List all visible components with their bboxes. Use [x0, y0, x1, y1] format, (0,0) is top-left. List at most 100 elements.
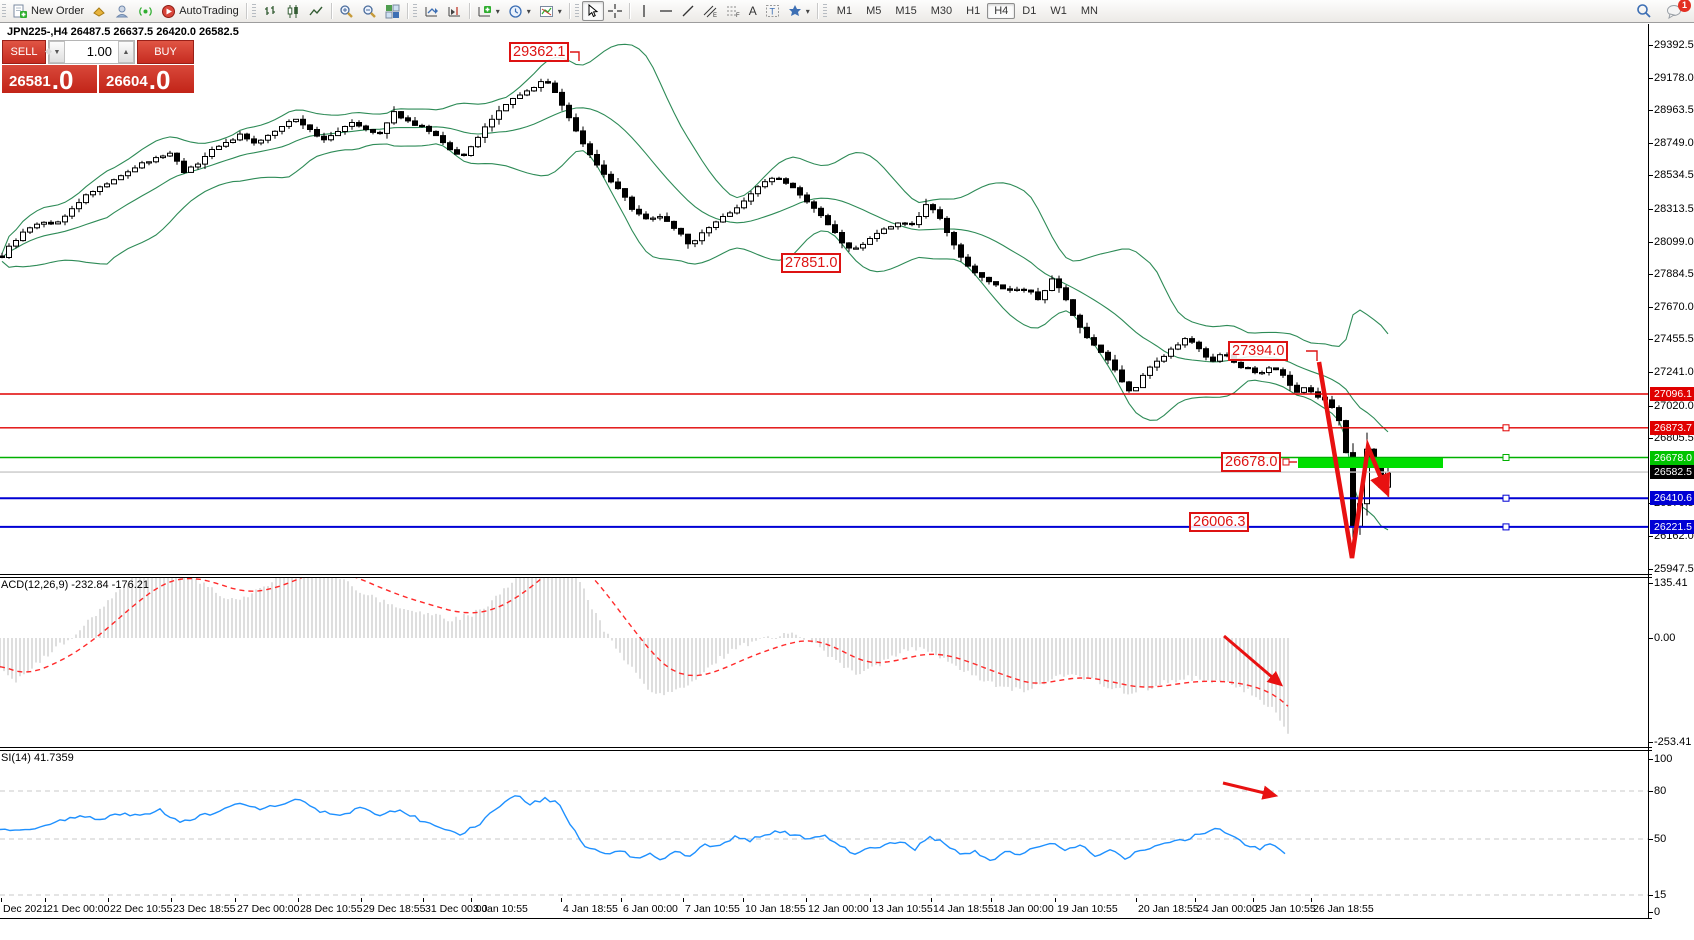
label-tool-button[interactable]: T	[761, 1, 784, 21]
price-badge-26678.0: 26678.0	[1650, 451, 1694, 465]
svg-text:F: F	[736, 13, 740, 18]
channel-tool-button[interactable]: E	[699, 1, 722, 21]
time-axis-line[interactable]	[0, 918, 1652, 919]
signal-icon	[139, 6, 152, 16]
time-tick-label: 27 Dec 00:00	[237, 903, 300, 915]
sell-price[interactable]: 26581 .0	[2, 65, 97, 93]
channel-icon: E	[703, 5, 717, 18]
chart-shift-button[interactable]	[443, 1, 466, 21]
cursor-tool-button[interactable]	[581, 1, 604, 21]
zoom-in-button[interactable]	[335, 1, 358, 21]
bar-chart-icon	[264, 5, 275, 15]
time-tick	[298, 898, 299, 902]
tf-button-W1[interactable]: W1	[1050, 5, 1067, 17]
rsi-panel[interactable]	[0, 750, 1648, 918]
tf-button-M5[interactable]: M5	[866, 5, 882, 17]
vline-tool-button[interactable]	[633, 1, 655, 21]
new-order-button[interactable]: New Order	[9, 1, 88, 21]
sell-price-big-digit: .0	[51, 65, 74, 95]
autotrading-button[interactable]: AutoTrading	[157, 1, 243, 21]
time-tick-label: Dec 2021	[3, 903, 48, 915]
price-badge-26410.6: 26410.6	[1650, 491, 1694, 505]
price-callout[interactable]: 27851.0	[781, 253, 842, 273]
add-indicator-button[interactable]: ▾	[473, 1, 504, 21]
panel-separator[interactable]	[0, 574, 1652, 575]
arrows-tool-button[interactable]: ▾	[784, 1, 814, 21]
template-button[interactable]: ▾	[535, 1, 566, 21]
rsi-tick-label: 100	[1654, 753, 1673, 765]
line-chart-button[interactable]	[305, 1, 328, 21]
price-tick-label: 26805.5	[1654, 432, 1694, 444]
buy-price[interactable]: 26604 .0	[99, 65, 194, 93]
price-tick	[1648, 438, 1653, 439]
arrow-objects-icon	[788, 5, 801, 16]
autotrading-label: AutoTrading	[179, 5, 239, 17]
auto-scroll-button[interactable]	[420, 1, 443, 21]
bar-chart-button[interactable]	[259, 1, 282, 21]
price-tick	[1648, 242, 1653, 243]
sell-button[interactable]: SELL	[2, 40, 46, 64]
market-profile-button[interactable]	[111, 1, 134, 21]
period-selector-button[interactable]: ▾	[504, 1, 535, 21]
time-tick	[683, 898, 684, 902]
price-callout[interactable]: 27394.0	[1228, 341, 1289, 361]
tf-button-D1[interactable]: D1	[1022, 5, 1037, 17]
timeframe-toolbar: M1 M5 M15 M30 H1 H4 D1 W1 MN	[830, 3, 1105, 19]
time-tick-label: 3 Jan 10:55	[473, 903, 528, 915]
notifications-button[interactable]: 1	[1666, 0, 1691, 19]
rsi-tick-label: 0	[1654, 906, 1661, 918]
hline-tool-button[interactable]	[655, 1, 677, 21]
macd-tick	[1648, 638, 1653, 639]
buy-button[interactable]: BUY	[137, 40, 194, 64]
price-axis-line[interactable]	[1648, 24, 1649, 918]
tf-button-M15[interactable]: M15	[895, 5, 917, 17]
tf-button-MN[interactable]: MN	[1080, 5, 1098, 17]
line-handle[interactable]	[1502, 424, 1510, 432]
quotes-button[interactable]	[88, 1, 111, 21]
text-tool-button[interactable]: A	[745, 1, 761, 21]
price-tick	[1648, 536, 1653, 537]
autotrading-icon	[162, 4, 176, 18]
time-tick-label: 14 Jan 18:55	[933, 903, 994, 915]
signals-button[interactable]	[134, 1, 157, 21]
line-handle[interactable]	[1502, 523, 1510, 531]
macd-panel[interactable]	[0, 578, 1648, 747]
macd-tick-label: 0.00	[1654, 632, 1676, 644]
main-price-chart[interactable]	[0, 24, 1648, 574]
auto-scroll-icon	[425, 6, 438, 16]
tf-button-H1[interactable]: H1	[966, 5, 981, 17]
tf-button-M30[interactable]: M30	[930, 5, 953, 17]
text-icon: A	[748, 4, 757, 18]
line-handle[interactable]	[1502, 494, 1510, 502]
time-tick	[361, 898, 362, 902]
fibonacci-tool-button[interactable]: F	[722, 1, 745, 21]
volume-input[interactable]: 1.00	[86, 44, 112, 59]
price-tick	[1648, 110, 1653, 111]
text-label-icon: T	[765, 5, 779, 17]
price-callout[interactable]: 29362.1	[509, 42, 570, 62]
time-tick	[471, 898, 472, 902]
svg-text:T: T	[769, 7, 775, 17]
candlestick-icon	[287, 4, 298, 18]
price-callout[interactable]: 26006.3	[1189, 512, 1250, 532]
time-tick	[423, 898, 424, 902]
tile-windows-button[interactable]	[381, 1, 404, 21]
trendline-tool-button[interactable]	[677, 1, 699, 21]
price-tick	[1648, 274, 1653, 275]
zoom-out-button[interactable]	[358, 1, 381, 21]
volume-increase-button[interactable]: ▲	[118, 41, 134, 63]
line-handle[interactable]	[1502, 454, 1510, 461]
tf-button-H4[interactable]: H4	[987, 3, 1016, 19]
crosshair-tool-button[interactable]	[604, 1, 626, 21]
search-icon[interactable]	[1636, 3, 1652, 19]
price-tick	[1648, 569, 1653, 570]
time-tick-label: 20 Jan 18:55	[1138, 903, 1199, 915]
rsi-tick	[1648, 895, 1653, 896]
price-tick	[1648, 406, 1653, 407]
rsi-tick	[1648, 759, 1653, 760]
tf-button-M1[interactable]: M1	[836, 5, 853, 17]
panel-separator[interactable]	[0, 747, 1652, 748]
candlestick-button[interactable]	[282, 1, 305, 21]
time-tick-label: 21 Dec 00:00	[47, 903, 110, 915]
price-callout[interactable]: 26678.0	[1221, 452, 1282, 472]
